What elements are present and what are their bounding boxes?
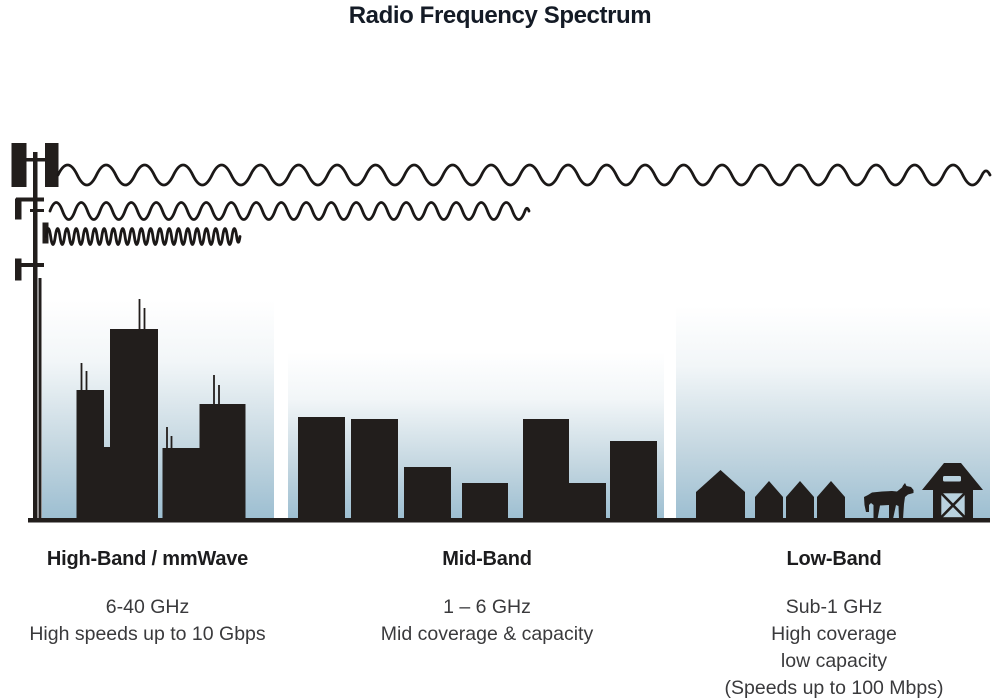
band-desc-mid: Mid coverage & capacity [380,623,594,645]
building-icon [298,417,345,520]
building-icon [610,441,657,520]
cow-icon [864,483,914,519]
building-icon [523,419,569,520]
ground-line [28,518,990,523]
band-freq-mid: 1 – 6 GHz [443,596,531,618]
band-desc-high: High speeds up to 10 Gbps [29,623,266,645]
skyscraper-icon [110,329,158,520]
mid-band-buildings [298,417,657,520]
low-band-rural-scene [696,463,983,520]
rooftop-antennas [80,299,220,448]
skyscraper-icon [162,448,200,520]
cell-tower-icon [11,143,59,520]
wave-low-band-long-icon [56,163,992,187]
house-icon [696,470,745,520]
skyscraper-icon [104,447,110,520]
skyscraper-icon [199,404,246,520]
band-name-mid: Mid-Band [442,548,532,570]
house-icon [786,481,814,520]
building-icon [462,483,508,520]
skyscraper-icon [76,390,104,520]
band-desc-low-3: (Speeds up to 100 Mbps) [724,677,944,699]
low-band-label-block: Low-Band Sub-1 GHz High coverage low cap… [688,548,980,700]
band-name-low: Low-Band [786,548,882,570]
band-desc-low-1: High coverage [771,623,897,645]
band-desc-low-2: low capacity [780,650,888,672]
wave-mid-band-medium-icon [48,201,531,221]
building-icon [569,483,606,520]
high-band-city-skyline [76,299,246,520]
building-icon [351,419,398,520]
house-icon [817,481,845,520]
band-name-high: High-Band / mmWave [46,548,249,570]
house-icon [755,481,783,520]
band-freq-high: 6-40 GHz [105,596,190,618]
high-band-label-block: High-Band / mmWave 6-40 GHz High speeds … [15,548,280,648]
mid-band-label-block: Mid-Band 1 – 6 GHz Mid coverage & capaci… [347,548,627,648]
radio-waves [44,163,992,246]
band-freq-low: Sub-1 GHz [785,596,883,618]
wave-high-band-short-icon [44,227,242,246]
page-title: Radio Frequency Spectrum [348,2,652,29]
barn-icon [922,463,983,520]
building-icon [404,467,451,520]
